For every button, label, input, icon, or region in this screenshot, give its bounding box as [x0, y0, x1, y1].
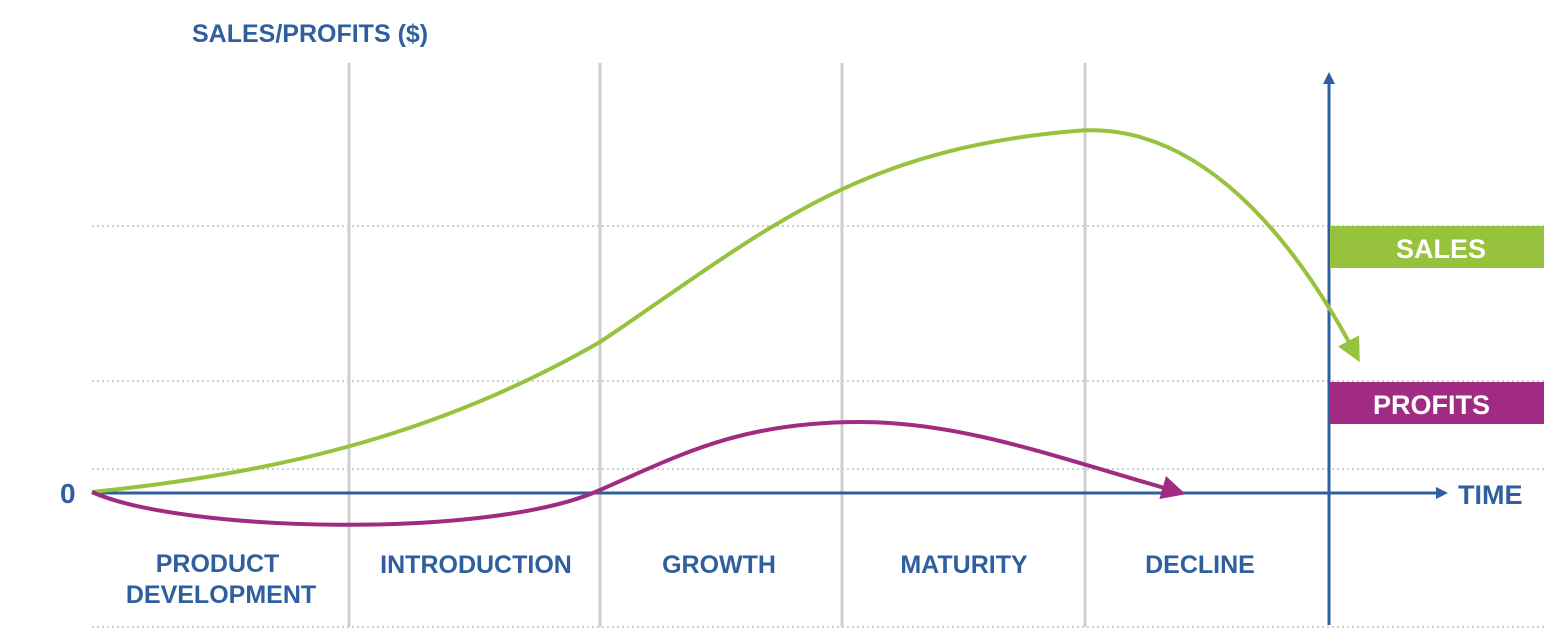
legend-profits-swatch	[1330, 382, 1544, 424]
legend-profits-label: PROFITS	[1373, 390, 1490, 420]
y-axis-label: SALES/PROFITS ($)	[192, 20, 428, 48]
origin-label: 0	[60, 478, 76, 509]
stage-label-product-development-line2: DEVELOPMENT	[126, 581, 316, 609]
stage-label-product-development-line1: PRODUCT	[156, 550, 280, 578]
stage-label-product-development: PRODUCT DEVELOPMENT	[126, 550, 316, 609]
legend-sales-swatch	[1330, 226, 1544, 268]
profits-curve	[91, 419, 1186, 527]
x-axis-label: TIME	[1458, 480, 1523, 510]
legend-sales-label: SALES	[1396, 234, 1486, 264]
stage-label-maturity: MATURITY	[900, 551, 1028, 579]
sales-curve	[91, 128, 1360, 494]
stage-label-growth: GROWTH	[662, 551, 776, 579]
stage-label-decline: DECLINE	[1145, 551, 1255, 579]
stage-label-introduction: INTRODUCTION	[380, 551, 572, 579]
